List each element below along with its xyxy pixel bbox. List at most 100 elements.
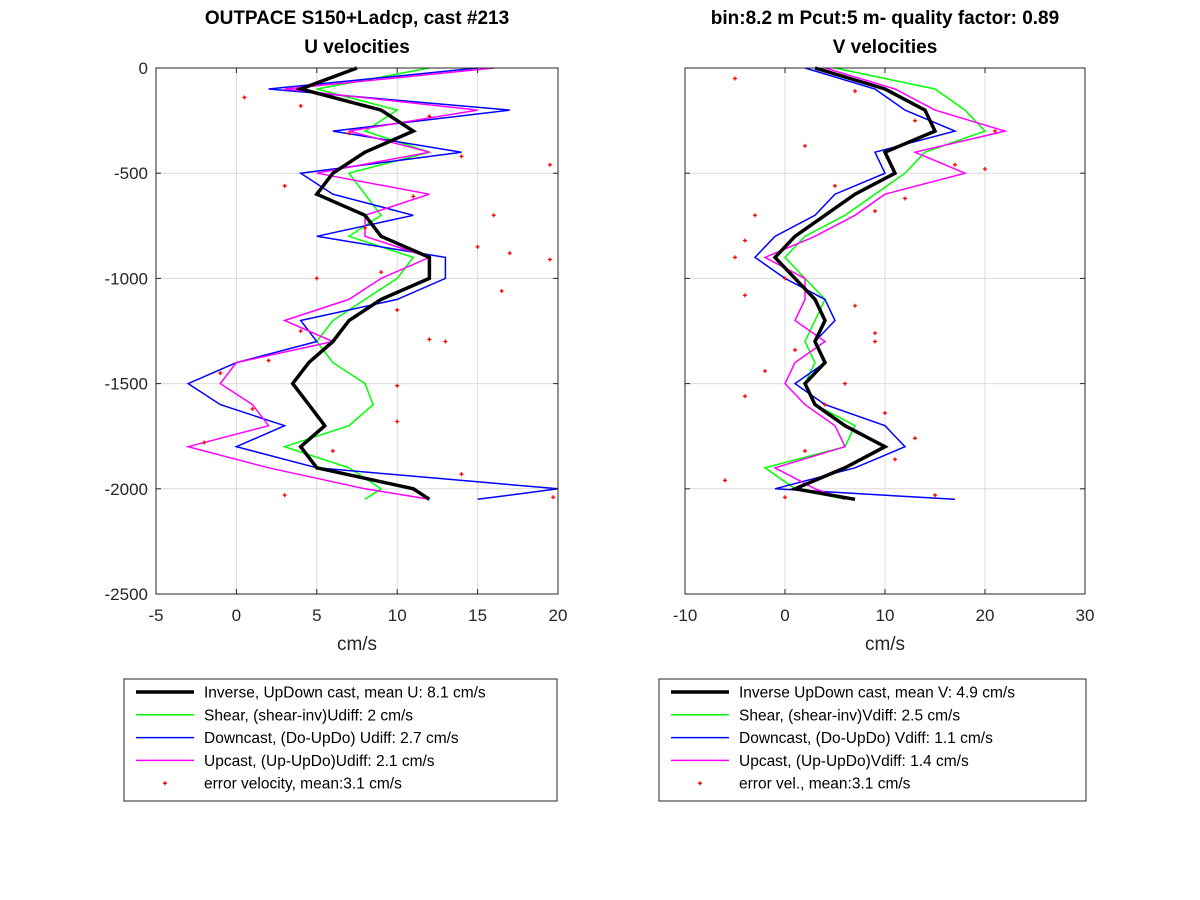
legend-entry-upcast: Upcast, (Up-UpDo)Udiff: 2.1 cm/s (204, 753, 435, 770)
legend-entry-downcast: Downcast, (Do-UpDo) Vdiff: 1.1 cm/s (739, 730, 993, 747)
series-line-inverse (290, 66, 432, 501)
error-point (833, 183, 837, 188)
legend-marker-error (163, 781, 167, 786)
error-point (953, 162, 957, 167)
legend-entry-inverse: Inverse UpDown cast, mean V: 4.9 cm/s (739, 685, 1015, 702)
error-point (491, 213, 496, 218)
chart-subtitle-v: V velocities (833, 37, 938, 58)
error-point (823, 402, 827, 407)
grid-v (685, 68, 1085, 594)
grid-u (156, 68, 558, 594)
error-point (893, 457, 897, 462)
plot-area-v (723, 66, 1008, 502)
error-point (427, 337, 432, 342)
x-tick-label: -5 (148, 606, 163, 625)
legend-box (658, 678, 1087, 802)
plot-area-u (185, 66, 559, 501)
axes-frame-u (155, 67, 559, 595)
error-point (443, 339, 448, 344)
error-point (853, 89, 857, 94)
error-point (933, 493, 937, 498)
x-tick-label: 10 (876, 606, 895, 625)
error-point (783, 276, 787, 281)
y-tick-label: -1000 (105, 269, 148, 288)
legend-entry-shear: Shear, (shear-inv)Vdiff: 2.5 cm/s (739, 707, 960, 724)
error-point (330, 448, 335, 453)
y-tick-label: -1500 (105, 375, 148, 394)
error-point (363, 225, 368, 230)
legend-box (123, 678, 558, 802)
ticks-u: -5 0 5 10 15 20 0 -500 -1000 -1500 -2000 -2500 (105, 59, 568, 625)
y-tick-label: -500 (114, 164, 148, 183)
x-tick-label: 15 (468, 606, 487, 625)
error-point (547, 162, 552, 167)
chart-title-u: OUTPACE S150+Ladcp, cast #213 (205, 8, 509, 29)
error-point (733, 255, 737, 260)
error-point (913, 436, 917, 441)
u-velocity-chart: OUTPACE S150+Ladcp, cast #213 U velociti… (105, 8, 568, 802)
series-line-inverse (772, 66, 938, 502)
error-point (427, 114, 432, 119)
error-point (843, 381, 847, 386)
chart-subtitle-u: U velocities (304, 37, 410, 58)
x-tick-label: 0 (780, 606, 789, 625)
error-point (395, 419, 400, 424)
ticks-v: -10 0 10 20 30 (673, 67, 1094, 625)
error-point (282, 183, 287, 188)
series-line-downcast (186, 67, 559, 501)
legend-entry-error: error velocity, mean:3.1 cm/s (204, 776, 402, 793)
legend-entry-error: error vel., mean:3.1 cm/s (739, 776, 911, 793)
legend-marker-error (698, 781, 702, 786)
y-tick-label: -2000 (105, 480, 148, 499)
plot-background (156, 68, 558, 594)
error-point (507, 251, 512, 256)
chart-title-v: bin:8.2 m Pcut:5 m- quality factor: 0.89 (711, 8, 1059, 29)
error-point (202, 440, 207, 445)
error-point (379, 270, 384, 275)
error-point (459, 472, 464, 477)
error-point (298, 103, 303, 108)
error-point (753, 213, 757, 218)
error-point (298, 329, 303, 333)
v-velocity-chart: bin:8.2 m Pcut:5 m- quality factor: 0.89… (658, 8, 1094, 802)
legend-u: Inverse, UpDown cast, mean U: 8.1 cm/s Sh… (123, 678, 558, 802)
y-tick-label: 0 (139, 59, 148, 78)
x-tick-label: 0 (232, 606, 241, 625)
error-point (282, 493, 287, 498)
error-point (346, 131, 351, 136)
error-point (993, 129, 997, 134)
error-point (411, 194, 416, 199)
error-point (733, 76, 737, 81)
x-axis-label-u: cm/s (337, 634, 377, 655)
error-point (314, 276, 319, 281)
error-point (743, 293, 747, 298)
x-axis-label-v: cm/s (865, 634, 905, 655)
error-point (743, 238, 747, 243)
series-line-shear (763, 67, 987, 501)
legend-entry-upcast: Upcast, (Up-UpDo)Vdiff: 1.4 cm/s (739, 753, 969, 770)
legend-entry-shear: Shear, (shear-inv)Udiff: 2 cm/s (204, 707, 413, 724)
error-point (873, 339, 877, 344)
error-point (475, 244, 480, 249)
error-point (793, 347, 797, 352)
error-point (903, 196, 907, 201)
x-tick-label: 20 (549, 606, 568, 625)
error-point (551, 495, 556, 500)
error-point (763, 368, 767, 373)
error-point (459, 154, 464, 159)
error-point (873, 331, 877, 336)
error-point (723, 478, 727, 483)
x-tick-label: 5 (312, 606, 321, 625)
error-point (783, 495, 787, 500)
legend-entry-inverse: Inverse, UpDown cast, mean U: 8.1 cm/s (204, 685, 486, 702)
error-point (395, 307, 400, 312)
legend-v: Inverse UpDown cast, mean V: 4.9 cm/s She… (658, 678, 1087, 802)
x-tick-label: 10 (388, 606, 407, 625)
error-point (250, 406, 255, 411)
error-point (883, 411, 887, 416)
x-tick-label: -10 (673, 606, 698, 625)
error-point (743, 394, 747, 399)
error-point (803, 143, 807, 148)
error-point (803, 448, 807, 453)
error-point (218, 371, 223, 376)
